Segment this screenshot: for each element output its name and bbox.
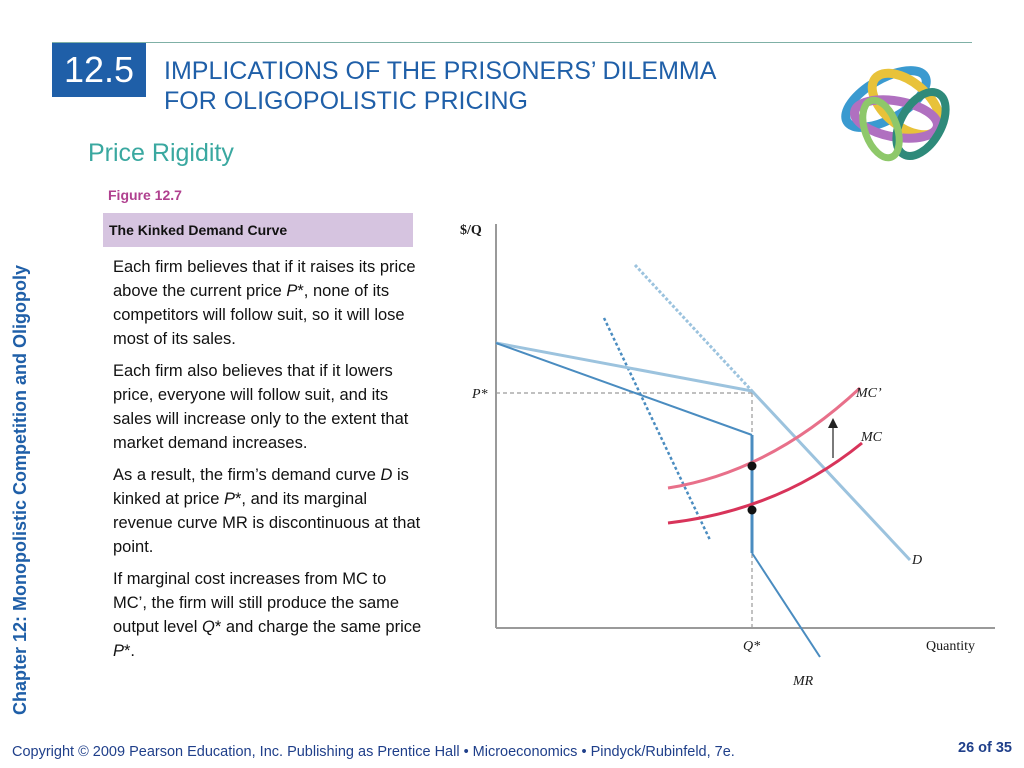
y-axis-label: $/Q [460, 223, 482, 238]
explanation-text: Each firm believes that if it raises its… [113, 255, 423, 671]
paragraph-4: If marginal cost increases from MC to MC… [113, 570, 422, 660]
figure-title: The Kinked Demand Curve [103, 213, 413, 247]
mc-intersection-dot [747, 505, 757, 515]
mc-label: MC [860, 430, 883, 445]
copyright-footer: Copyright © 2009 Pearson Education, Inc.… [12, 744, 735, 760]
paragraph-2: Each firm also believes that if it lower… [113, 362, 409, 452]
page-number: 26 of 35 [958, 740, 1012, 756]
marginal-revenue-curve-mr [495, 342, 753, 436]
market-demand-dashed-line [602, 317, 712, 541]
rings-logo-image [841, 66, 950, 162]
p-star-label: P* [471, 387, 488, 402]
mr-lower-segment [751, 552, 821, 658]
kinked-demand-diagram: $/Q P* MC’ MC D Q* Quantity MR [460, 223, 995, 689]
x-axis-label: Quantity [926, 639, 975, 654]
mc-prime-curve [667, 386, 862, 490]
mr-label: MR [792, 674, 814, 689]
title-line-1: IMPLICATIONS OF THE PRISONERS’ DILEMMA [164, 57, 717, 85]
title-line-2: FOR OLIGOPOLISTIC PRICING [164, 87, 528, 115]
figure-label: Figure 12.7 [108, 187, 182, 203]
header-rule [52, 42, 972, 43]
chapter-side-label: Chapter 12: Monopolistic Competition and… [10, 265, 30, 715]
paragraph-1: Each firm believes that if it raises its… [113, 258, 416, 348]
mc-prime-label: MC’ [855, 386, 882, 401]
demand-upper-dotted-line [633, 263, 754, 393]
demand-label: D [911, 553, 922, 568]
slide-title: IMPLICATIONS OF THE PRISONERS’ DILEMMA F… [164, 56, 824, 116]
mc-shift-arrow-head [828, 418, 838, 428]
mc-prime-intersection-dot [747, 461, 757, 471]
section-number-badge: 12.5 [52, 43, 146, 97]
slide-subtitle: Price Rigidity [88, 139, 234, 167]
paragraph-3: As a result, the firm’s demand curve D i… [113, 466, 421, 556]
q-star-label: Q* [743, 639, 760, 654]
mc-curve [667, 441, 863, 525]
